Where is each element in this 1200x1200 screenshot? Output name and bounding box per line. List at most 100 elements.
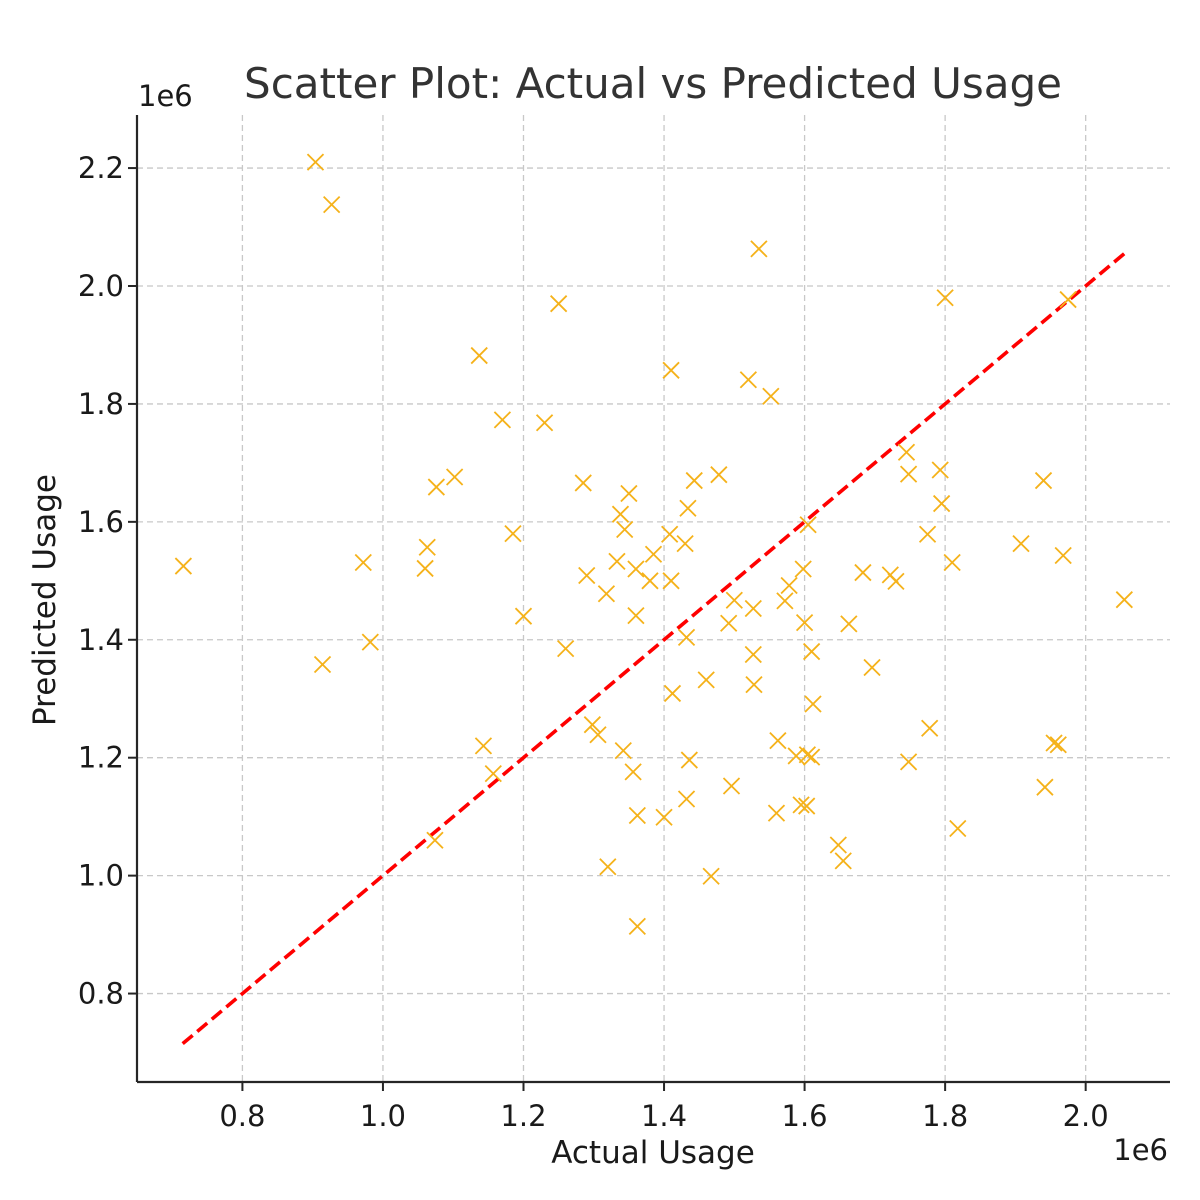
data-point	[798, 746, 817, 764]
x-tick-label: 2.0	[1063, 1099, 1109, 1133]
data-point	[680, 751, 698, 769]
data-point	[887, 572, 905, 591]
data-point	[794, 560, 812, 578]
data-point	[306, 153, 325, 171]
data-point	[931, 461, 949, 479]
data-point	[679, 499, 697, 517]
data-point	[834, 852, 852, 870]
x-tick-label: 1.8	[922, 1099, 968, 1133]
data-point	[628, 917, 646, 935]
data-point	[611, 505, 630, 523]
data-point	[535, 414, 554, 432]
data-point	[795, 614, 814, 632]
data-point	[829, 836, 847, 854]
data-point	[361, 633, 379, 651]
data-point	[514, 607, 533, 625]
data-point	[840, 615, 858, 633]
data-point	[663, 684, 682, 703]
reference-line	[181, 252, 1126, 1046]
data-point	[921, 719, 939, 737]
data-point	[744, 645, 762, 664]
data-point	[949, 819, 967, 838]
data-point	[614, 741, 632, 760]
data-point	[557, 639, 575, 658]
data-point	[750, 240, 768, 258]
data-point	[549, 295, 568, 313]
x-tick-label: 0.8	[219, 1099, 265, 1133]
data-point	[662, 361, 680, 379]
x-tick-label: 1.4	[641, 1099, 687, 1133]
data-point	[470, 346, 488, 365]
data-point	[899, 753, 918, 771]
data-point	[1012, 535, 1030, 553]
data-point	[445, 468, 464, 486]
data-point	[416, 559, 434, 578]
data-point	[936, 289, 954, 307]
data-point	[418, 538, 436, 556]
y-tick-label: 1.0	[78, 859, 124, 893]
data-point	[627, 560, 645, 578]
chart-title: Scatter Plot: Actual vs Predicted Usage	[244, 59, 1062, 108]
data-point	[1059, 290, 1077, 309]
data-point	[1049, 736, 1067, 754]
data-point	[616, 520, 634, 539]
data-point	[661, 525, 679, 543]
data-point	[762, 387, 780, 405]
data-point	[662, 572, 680, 590]
data-point	[943, 553, 961, 572]
y-tick-label: 0.8	[78, 977, 124, 1011]
data-point	[710, 466, 728, 484]
data-point	[725, 591, 743, 609]
data-point	[685, 471, 703, 490]
data-point	[426, 831, 444, 849]
x-tick-label: 1.0	[360, 1099, 406, 1133]
y-axis-label: Predicted Usage	[27, 474, 63, 726]
data-point	[676, 535, 694, 553]
data-point	[863, 658, 881, 677]
grid	[137, 115, 1170, 1082]
data-point	[720, 614, 738, 632]
x-axis-offset-label: 1e6	[1113, 1133, 1168, 1167]
data-points	[174, 153, 1133, 935]
data-point	[802, 748, 821, 766]
data-point	[504, 525, 522, 543]
data-point	[677, 790, 696, 808]
data-point	[745, 675, 763, 694]
data-point	[1045, 734, 1063, 752]
data-point	[323, 195, 341, 214]
x-tick-label: 1.6	[782, 1099, 828, 1133]
data-point	[620, 484, 638, 503]
data-point	[599, 858, 617, 876]
y-ticks: 0.8 1.0 1.2 1.4 1.6 1.8 2.0 2.2	[78, 151, 137, 1011]
axes	[135, 115, 1170, 1084]
y-tick-label: 1.2	[78, 741, 124, 775]
data-point	[776, 592, 794, 610]
data-point	[792, 796, 810, 814]
data-point	[597, 585, 616, 603]
data-point	[628, 806, 646, 825]
data-point	[1115, 591, 1133, 609]
data-point	[780, 576, 798, 595]
data-point	[354, 553, 372, 572]
y-tick-label: 1.8	[78, 387, 124, 421]
x-ticks: 0.8 1.0 1.2 1.4 1.6 1.8 2.0	[219, 1082, 1109, 1133]
data-point	[627, 606, 645, 625]
data-point	[798, 797, 816, 815]
x-axis-label: Actual Usage	[551, 1135, 755, 1171]
y-tick-label: 2.2	[78, 151, 124, 185]
data-point	[769, 731, 787, 750]
data-point	[624, 763, 642, 781]
data-point	[484, 764, 502, 783]
data-point	[493, 411, 512, 429]
data-point	[804, 695, 822, 713]
x-tick-label: 1.2	[500, 1099, 546, 1133]
data-point	[589, 726, 607, 744]
data-point	[427, 478, 445, 496]
data-point	[767, 804, 786, 822]
data-point	[677, 628, 696, 647]
data-point	[802, 642, 821, 661]
data-point	[644, 545, 663, 563]
y-tick-label: 2.0	[78, 269, 124, 303]
data-point	[313, 655, 332, 674]
